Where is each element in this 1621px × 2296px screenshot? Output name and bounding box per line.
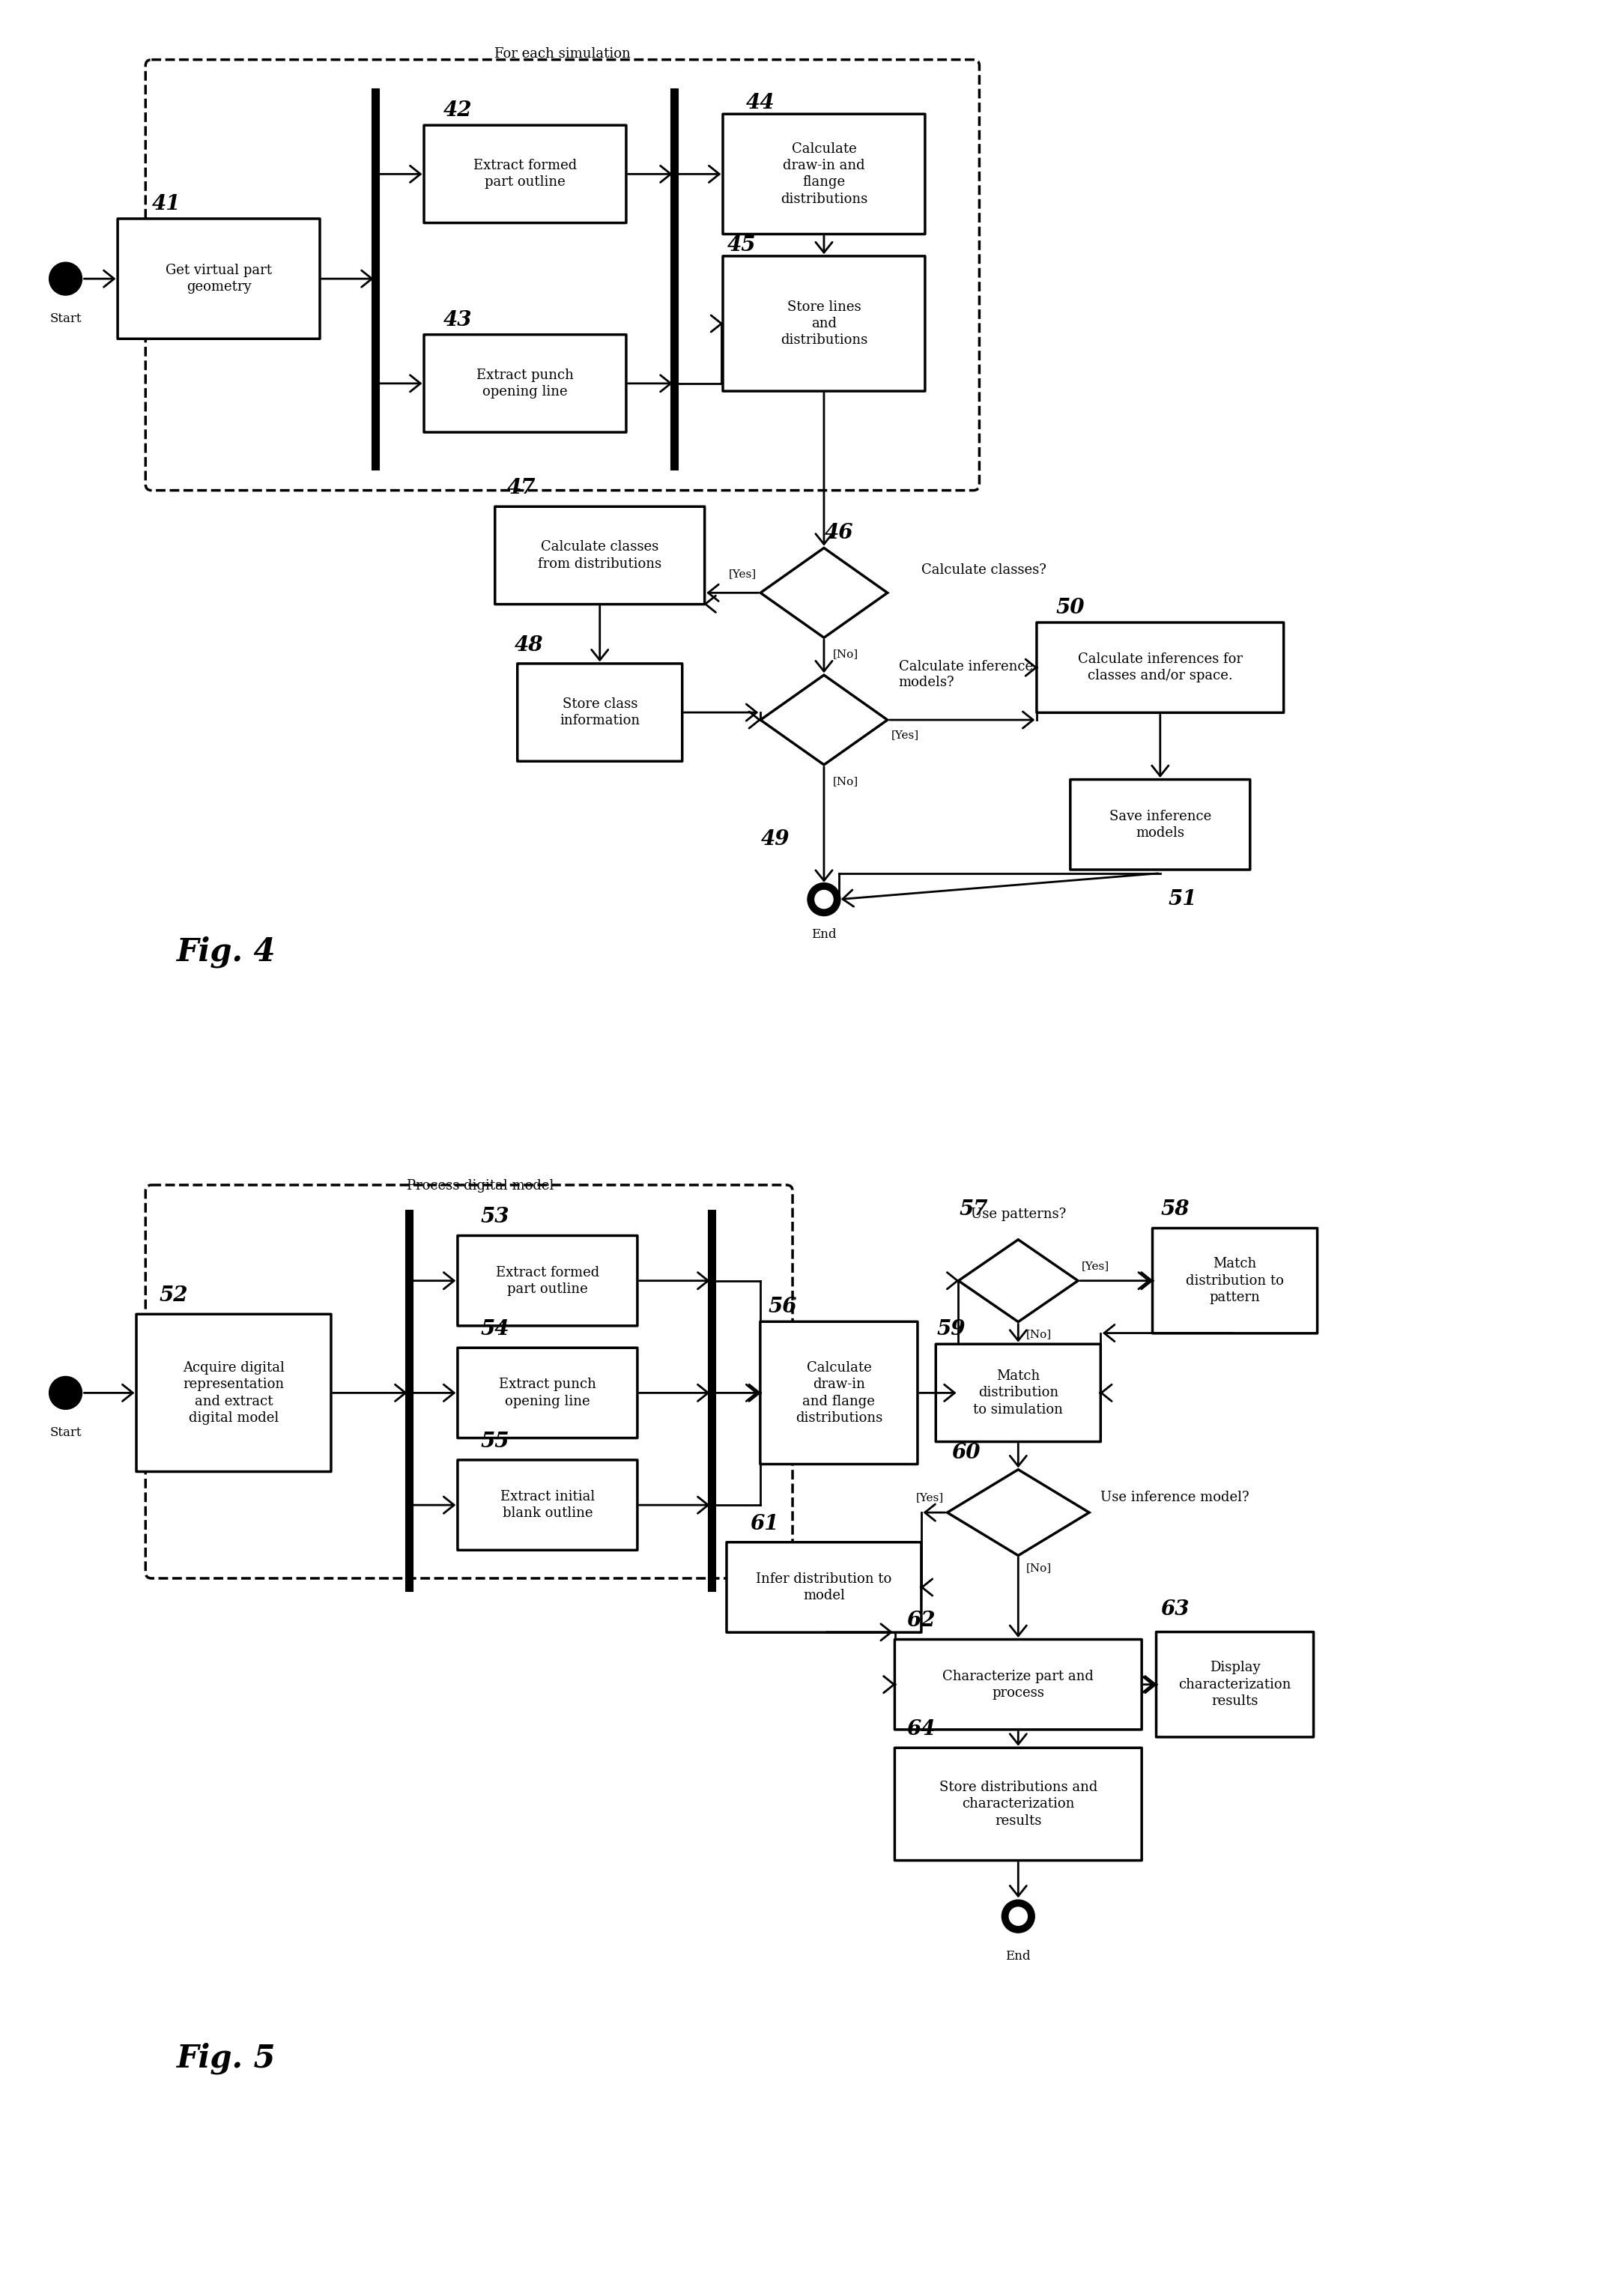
Text: 43: 43 bbox=[444, 310, 472, 331]
Text: Extract initial
blank outline: Extract initial blank outline bbox=[501, 1490, 595, 1520]
Text: Save inference
models: Save inference models bbox=[1109, 810, 1211, 840]
FancyBboxPatch shape bbox=[726, 1543, 921, 1632]
Text: 63: 63 bbox=[1161, 1600, 1190, 1621]
FancyBboxPatch shape bbox=[425, 126, 626, 223]
Text: 62: 62 bbox=[906, 1612, 935, 1630]
Text: Infer distribution to
model: Infer distribution to model bbox=[755, 1573, 892, 1603]
Text: Store class
information: Store class information bbox=[559, 698, 640, 728]
Circle shape bbox=[815, 891, 833, 909]
Text: 55: 55 bbox=[481, 1430, 509, 1451]
Text: 46: 46 bbox=[825, 523, 853, 544]
Circle shape bbox=[49, 262, 83, 296]
Text: 54: 54 bbox=[481, 1320, 509, 1339]
Text: 50: 50 bbox=[1057, 597, 1084, 618]
Circle shape bbox=[1010, 1908, 1028, 1926]
Text: [Yes]: [Yes] bbox=[1081, 1261, 1109, 1272]
Text: 56: 56 bbox=[768, 1297, 798, 1318]
Text: [Yes]: [Yes] bbox=[729, 569, 757, 579]
FancyBboxPatch shape bbox=[723, 257, 926, 390]
Text: [No]: [No] bbox=[1026, 1329, 1052, 1341]
Text: 41: 41 bbox=[152, 193, 182, 214]
FancyBboxPatch shape bbox=[723, 115, 926, 234]
Text: Store lines
and
distributions: Store lines and distributions bbox=[780, 301, 867, 347]
Text: Display
characterization
results: Display characterization results bbox=[1178, 1660, 1292, 1708]
FancyBboxPatch shape bbox=[895, 1747, 1141, 1860]
Text: Start: Start bbox=[50, 312, 81, 326]
Text: 59: 59 bbox=[937, 1320, 966, 1339]
FancyBboxPatch shape bbox=[1037, 622, 1284, 712]
Text: 45: 45 bbox=[728, 234, 755, 255]
FancyBboxPatch shape bbox=[935, 1343, 1101, 1442]
Text: 57: 57 bbox=[960, 1199, 987, 1219]
FancyBboxPatch shape bbox=[760, 1322, 917, 1465]
Text: 64: 64 bbox=[906, 1720, 935, 1740]
Text: 44: 44 bbox=[746, 92, 775, 113]
FancyBboxPatch shape bbox=[425, 335, 626, 432]
Text: Match
distribution
to simulation: Match distribution to simulation bbox=[973, 1368, 1063, 1417]
Text: 58: 58 bbox=[1161, 1199, 1190, 1219]
Text: Store distributions and
characterization
results: Store distributions and characterization… bbox=[939, 1782, 1097, 1828]
Circle shape bbox=[49, 1375, 83, 1410]
Text: Calculate classes
from distributions: Calculate classes from distributions bbox=[538, 540, 661, 569]
Text: 53: 53 bbox=[481, 1208, 509, 1228]
FancyBboxPatch shape bbox=[457, 1235, 637, 1325]
Text: [No]: [No] bbox=[1026, 1564, 1052, 1573]
Text: Acquire digital
representation
and extract
digital model: Acquire digital representation and extra… bbox=[183, 1362, 285, 1424]
Text: Characterize part and
process: Characterize part and process bbox=[942, 1669, 1094, 1699]
FancyBboxPatch shape bbox=[136, 1313, 331, 1472]
FancyBboxPatch shape bbox=[517, 664, 682, 762]
Text: 49: 49 bbox=[760, 829, 789, 850]
Text: [No]: [No] bbox=[833, 650, 859, 659]
Polygon shape bbox=[760, 675, 887, 765]
Text: End: End bbox=[1005, 1949, 1031, 1963]
Text: 60: 60 bbox=[952, 1442, 981, 1463]
Text: 42: 42 bbox=[444, 101, 472, 122]
Text: Get virtual part
geometry: Get virtual part geometry bbox=[165, 264, 272, 294]
Text: Start: Start bbox=[50, 1426, 81, 1440]
Text: [No]: [No] bbox=[833, 776, 859, 788]
FancyBboxPatch shape bbox=[1156, 1632, 1313, 1738]
Text: Calculate
draw-in and
flange
distributions: Calculate draw-in and flange distributio… bbox=[780, 142, 867, 207]
Text: 48: 48 bbox=[514, 636, 543, 654]
Polygon shape bbox=[760, 549, 887, 638]
FancyBboxPatch shape bbox=[895, 1639, 1141, 1729]
Text: Extract punch
opening line: Extract punch opening line bbox=[499, 1378, 597, 1407]
Text: Use patterns?: Use patterns? bbox=[971, 1208, 1067, 1221]
Text: Extract formed
part outline: Extract formed part outline bbox=[496, 1265, 600, 1295]
Polygon shape bbox=[947, 1469, 1089, 1554]
Text: 47: 47 bbox=[507, 478, 537, 498]
Text: Fig. 4: Fig. 4 bbox=[177, 937, 276, 967]
Text: Process digital model: Process digital model bbox=[407, 1180, 554, 1192]
Text: Fig. 5: Fig. 5 bbox=[177, 2043, 276, 2073]
Text: Calculate classes?: Calculate classes? bbox=[921, 563, 1046, 576]
FancyBboxPatch shape bbox=[118, 218, 319, 340]
FancyBboxPatch shape bbox=[494, 507, 705, 604]
Circle shape bbox=[807, 884, 840, 916]
FancyBboxPatch shape bbox=[457, 1460, 637, 1550]
FancyBboxPatch shape bbox=[1153, 1228, 1318, 1334]
Text: [Yes]: [Yes] bbox=[916, 1492, 943, 1504]
Text: 51: 51 bbox=[1169, 889, 1196, 909]
FancyBboxPatch shape bbox=[1070, 781, 1250, 870]
Circle shape bbox=[1002, 1899, 1034, 1933]
Text: End: End bbox=[812, 928, 836, 941]
Text: Use inference model?: Use inference model? bbox=[1101, 1490, 1250, 1504]
Text: Calculate
draw-in
and flange
distributions: Calculate draw-in and flange distributio… bbox=[796, 1362, 882, 1424]
Text: [Yes]: [Yes] bbox=[892, 730, 919, 739]
Text: Calculate inference
models?: Calculate inference models? bbox=[898, 659, 1033, 689]
Text: Extract formed
part outline: Extract formed part outline bbox=[473, 158, 577, 188]
FancyBboxPatch shape bbox=[457, 1348, 637, 1437]
Text: 52: 52 bbox=[159, 1286, 188, 1306]
Text: For each simulation: For each simulation bbox=[494, 46, 631, 60]
Text: Extract punch
opening line: Extract punch opening line bbox=[477, 367, 574, 400]
Text: 61: 61 bbox=[751, 1513, 778, 1534]
Polygon shape bbox=[958, 1240, 1078, 1322]
Text: Calculate inferences for
classes and/or space.: Calculate inferences for classes and/or … bbox=[1078, 652, 1243, 682]
Text: Match
distribution to
pattern: Match distribution to pattern bbox=[1187, 1258, 1284, 1304]
